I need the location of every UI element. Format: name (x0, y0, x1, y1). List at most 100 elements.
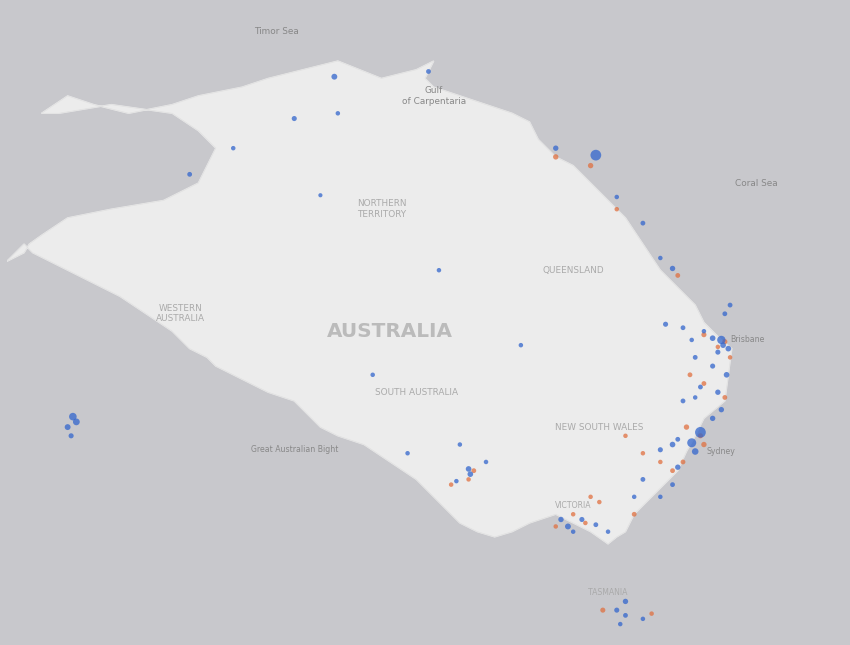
Point (694, 431, 707, 441)
Point (400, 448, 414, 459)
Point (715, 404, 728, 415)
Point (601, 526, 615, 537)
Point (579, 518, 592, 528)
Point (432, 265, 445, 275)
Point (589, 520, 603, 530)
Point (619, 596, 632, 606)
Point (645, 608, 659, 619)
Point (65, 431, 78, 441)
Point (671, 434, 684, 444)
Point (685, 335, 699, 345)
Point (697, 439, 711, 450)
Point (706, 333, 719, 343)
Point (717, 340, 730, 350)
Point (619, 431, 632, 441)
Point (666, 263, 679, 273)
Point (463, 469, 477, 479)
Text: TASMANIA: TASMANIA (588, 588, 628, 597)
Point (694, 427, 707, 437)
Point (636, 474, 649, 484)
Point (720, 370, 734, 380)
Point (549, 143, 563, 154)
Point (697, 326, 711, 337)
Point (549, 521, 563, 531)
Point (453, 439, 467, 450)
Point (654, 253, 667, 263)
Point (718, 337, 732, 347)
Point (366, 370, 379, 380)
Point (694, 382, 707, 392)
Text: QUEENSLAND: QUEENSLAND (542, 266, 604, 275)
Point (627, 509, 641, 519)
Point (677, 396, 690, 406)
Text: VICTORIA: VICTORIA (555, 501, 592, 510)
Point (70, 417, 83, 427)
Text: Coral Sea: Coral Sea (735, 179, 778, 188)
Point (636, 448, 649, 459)
Point (636, 613, 649, 624)
Point (697, 379, 711, 389)
Text: NORTHERN
TERRITORY: NORTHERN TERRITORY (357, 199, 406, 219)
Point (575, 514, 589, 524)
Point (589, 150, 603, 161)
Point (561, 521, 575, 531)
Text: Brisbane: Brisbane (730, 335, 765, 344)
Point (697, 330, 711, 340)
Point (467, 466, 480, 476)
Point (677, 322, 690, 333)
Text: Sydney: Sydney (707, 447, 736, 456)
Point (688, 392, 702, 402)
Point (610, 204, 624, 214)
Point (462, 474, 475, 484)
Point (514, 340, 528, 350)
Text: Gulf
of Carpentaria: Gulf of Carpentaria (402, 86, 466, 106)
Point (549, 152, 563, 162)
Point (654, 491, 667, 502)
Point (566, 509, 580, 519)
Point (666, 479, 679, 490)
Point (610, 192, 624, 202)
Point (715, 335, 728, 345)
Point (61, 422, 75, 432)
Point (226, 143, 240, 154)
Text: AUSTRALIA: AUSTRALIA (327, 322, 453, 341)
Point (671, 462, 684, 472)
Point (314, 190, 327, 201)
Point (666, 439, 679, 450)
Point (711, 387, 725, 397)
Point (566, 526, 580, 537)
Point (680, 422, 694, 432)
Point (688, 446, 702, 457)
Point (718, 392, 732, 402)
Text: WESTERN
AUSTRALIA: WESTERN AUSTRALIA (156, 304, 206, 324)
Point (688, 352, 702, 362)
Point (711, 347, 725, 357)
Text: NEW SOUTH WALES: NEW SOUTH WALES (555, 422, 643, 432)
Text: Great Australian Bight: Great Australian Bight (251, 445, 338, 454)
Point (287, 114, 301, 124)
Point (610, 605, 624, 615)
Point (659, 319, 672, 330)
Point (671, 270, 684, 281)
Point (685, 437, 699, 448)
Point (654, 457, 667, 467)
Point (331, 108, 344, 119)
Point (722, 344, 735, 354)
Point (445, 479, 458, 490)
Point (592, 497, 606, 507)
Point (711, 342, 725, 352)
Point (584, 161, 598, 171)
Point (718, 308, 732, 319)
Point (636, 218, 649, 228)
Point (627, 491, 641, 502)
Point (66, 412, 80, 422)
Point (677, 457, 690, 467)
Point (462, 464, 475, 474)
Point (683, 370, 697, 380)
Point (706, 413, 719, 424)
Point (327, 72, 341, 82)
Text: SOUTH AUSTRALIA: SOUTH AUSTRALIA (375, 388, 458, 397)
Point (706, 361, 719, 372)
Point (666, 466, 679, 476)
Point (654, 444, 667, 455)
